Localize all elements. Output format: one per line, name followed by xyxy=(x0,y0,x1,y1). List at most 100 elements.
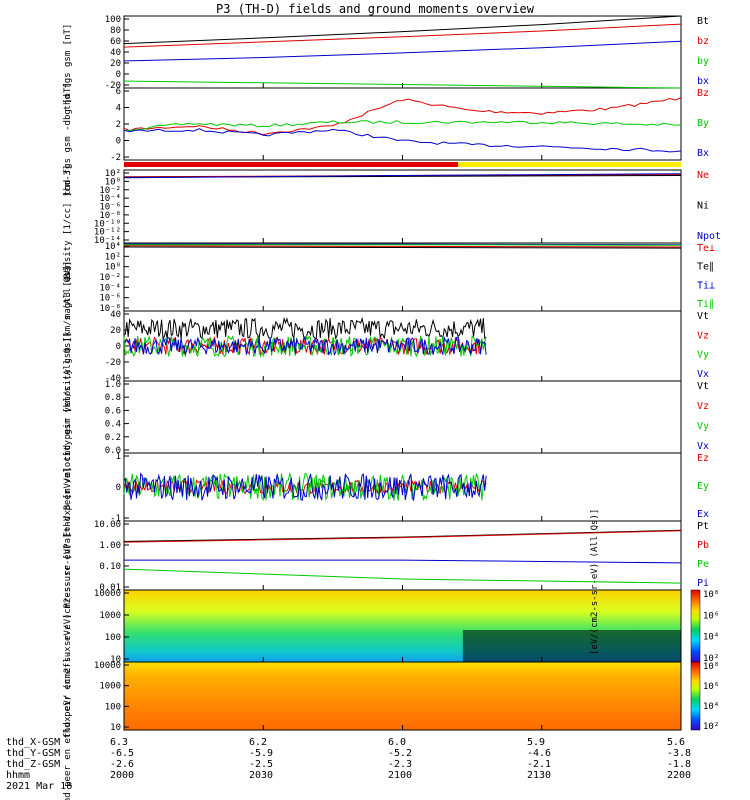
legend-peer_vel-Vz: Vz xyxy=(697,401,709,412)
ytick-label: 80 xyxy=(110,26,121,36)
legend-density-Ne: Ne xyxy=(697,170,709,181)
ytick-label: 10⁻¹² xyxy=(94,228,121,238)
colorbar-2 xyxy=(690,661,701,731)
ytick-label: 10² xyxy=(105,169,121,179)
series-By xyxy=(123,120,681,132)
ytick-label: 60 xyxy=(110,37,121,47)
ephemeris-value: 5.6 xyxy=(667,737,686,748)
ephemeris-value: 6.3 xyxy=(110,737,129,748)
ytick-label: 0.8 xyxy=(105,393,121,403)
panel-ylabel-efield: E=-VxB [mV/m] xyxy=(63,467,73,537)
ytick-label: 20 xyxy=(110,326,121,336)
ytick-label: 10⁻⁸ xyxy=(99,211,121,221)
ytick-label: 0 xyxy=(116,483,121,493)
ephemeris-value: 5.9 xyxy=(527,737,546,748)
peir-eflux-dropout-region xyxy=(462,630,681,662)
ytick-label: 10⁰ xyxy=(105,263,121,273)
panel-ylabel-temp: magt3 [eV] xyxy=(63,265,73,319)
legend-temp-Ti∥: Ti∥ xyxy=(697,299,714,310)
series-Ex xyxy=(123,472,487,502)
colorbar-tick: 10⁸ xyxy=(703,662,719,672)
series-bx xyxy=(123,40,682,62)
ytick-label: 0 xyxy=(116,70,121,80)
series-Npot xyxy=(123,173,682,179)
ytick-label: 0.0 xyxy=(105,446,121,456)
legend-fgs_dbg-Bz: Bz xyxy=(697,88,709,99)
peer-eflux-spectrogram xyxy=(124,662,681,730)
legend-pressure-Pi: Pi xyxy=(697,578,709,589)
legend-temp-Te⊥: Te⊥ xyxy=(697,243,715,254)
ephemeris-value: -2.3 xyxy=(388,759,413,770)
panel-ylabel-peir_vel: thd peir velocity gsm [km/s (All Qs)] xyxy=(63,261,73,461)
colorbar-tick: 10² xyxy=(703,654,719,664)
legend-efield-Ez: Ez xyxy=(697,453,709,464)
legend-peer_vel-Vy: Vy xyxy=(697,421,709,432)
series-Te∥ xyxy=(123,246,682,249)
colorbar-tick: 10⁸ xyxy=(703,590,719,600)
ytick-label: 1.0 xyxy=(105,380,121,390)
legend-fgs_dbg-Bx: Bx xyxy=(697,148,709,159)
ephemeris-value: -2.5 xyxy=(249,759,274,770)
legend-density-Npot: Npot xyxy=(697,231,721,242)
legend-temp-Te∥: Te∥ xyxy=(697,262,714,273)
legend-pressure-Pb: Pb xyxy=(697,540,709,551)
ephemeris-value: -5.2 xyxy=(388,748,413,759)
ephemeris-value: 6.2 xyxy=(249,737,268,748)
series-Bx xyxy=(123,128,682,153)
colorbar-tick: 10⁴ xyxy=(703,633,719,643)
ytick-label: 10⁻⁶ xyxy=(99,294,121,304)
series-bz xyxy=(123,23,682,48)
ephemeris-value: -2.1 xyxy=(527,759,552,770)
ephemeris-value: -5.9 xyxy=(249,748,274,759)
series-Vt xyxy=(123,316,487,341)
ytick-label: 100 xyxy=(105,15,121,25)
series-Bz xyxy=(123,97,682,136)
panel-ylabel-peir_eflux: thd peir en eflux eV/ (cm2-s- sr-eV) xyxy=(63,543,73,738)
colorbar-tick: 10⁶ xyxy=(703,682,719,692)
ephemeris-label: hhmm xyxy=(6,770,31,781)
ytick-label: 10⁻¹⁰ xyxy=(94,219,121,229)
ephemeris-value: 6.0 xyxy=(388,737,407,748)
ytick-label: 10 xyxy=(110,723,121,733)
panel-ylabel-fgs: thd fgs gsm [nT] xyxy=(63,24,73,111)
legend-fgs-by: by xyxy=(697,56,709,67)
legend-peer_vel-Vt: Vt xyxy=(697,381,709,392)
legend-peir_vel-Vz: Vz xyxy=(697,330,709,341)
ytick-label: 0.2 xyxy=(105,433,121,443)
ytick-label: 10⁻⁶ xyxy=(99,203,121,213)
ytick-label: 1000 xyxy=(99,611,121,621)
ytick-label: 4 xyxy=(116,104,121,114)
panel-frame-temp xyxy=(123,242,682,312)
ytick-label: 20 xyxy=(110,59,121,69)
ytick-label: 100 xyxy=(105,702,121,712)
ephemeris-value: -2.6 xyxy=(110,759,135,770)
ytick-label: 10 xyxy=(110,655,121,665)
legend-fgs-bz: bz xyxy=(697,36,709,47)
ephemeris-value: -1.8 xyxy=(667,759,692,770)
ytick-label: 0 xyxy=(116,137,121,147)
panel-ylabel-peer_eflux: thd peer en eflux eV/ (cm2-s- sr-eV) xyxy=(63,613,73,800)
series-Pb xyxy=(123,530,682,543)
ytick-label: -20 xyxy=(105,81,121,91)
series-Ti⊥ xyxy=(124,243,682,246)
legend-pressure-Pt: Pt xyxy=(697,521,709,532)
ytick-label: 0.01 xyxy=(99,583,121,593)
panel-ylabel-density: Density [1/cc] [cm-3] xyxy=(63,165,73,279)
ytick-label: 10⁰ xyxy=(105,177,121,187)
ytick-label: 6 xyxy=(116,87,121,97)
series-Pi xyxy=(124,559,682,564)
ephemeris-label: thd_X-GSM xyxy=(6,737,61,748)
ephemeris-value: -3.8 xyxy=(667,748,692,759)
ephemeris-value: 2000 xyxy=(110,770,135,781)
ytick-label: 10² xyxy=(105,252,121,262)
legend-fgs_dbg-By: By xyxy=(697,118,709,129)
ytick-label: 10⁻⁴ xyxy=(99,283,121,293)
ytick-label: 2 xyxy=(116,120,121,130)
ytick-label: 1 xyxy=(116,452,121,462)
ytick-label: -1 xyxy=(110,514,121,524)
ytick-label: 10⁻¹⁴ xyxy=(94,236,121,246)
ytick-label: 10⁴ xyxy=(105,242,121,252)
series-Ti∥ xyxy=(124,244,682,246)
legend-peir_vel-Vx: Vx xyxy=(697,369,709,380)
